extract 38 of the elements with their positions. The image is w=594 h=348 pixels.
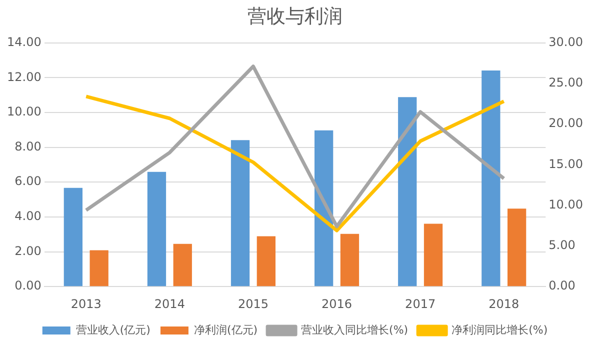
y2-tick-label: 30.00 (548, 34, 584, 49)
bar (256, 236, 276, 286)
bar (173, 244, 192, 286)
y2-tick-label: 25.00 (548, 76, 584, 90)
y-tick-label: 12.00 (6, 70, 42, 84)
y-tick-label: 6.00 (14, 174, 42, 188)
chart-title: 营收与利润 (248, 5, 342, 28)
y-tick-label: 0.00 (14, 278, 42, 293)
y2-tick-label: 10.00 (548, 197, 584, 212)
y-tick-label: 4.00 (14, 209, 42, 224)
bar (147, 172, 166, 286)
legend-label: 净利润同比增长(%) (452, 323, 548, 336)
y-tick-label: 14.00 (6, 34, 42, 49)
x-tick-label: 2014 (154, 296, 185, 311)
bar (508, 208, 526, 286)
legend-label: 净利润(亿元) (194, 323, 258, 336)
x-tick-label: 2013 (70, 296, 102, 311)
x-tick-label: 2018 (488, 296, 520, 311)
x-tick-label: 2015 (238, 296, 268, 311)
bar (424, 224, 443, 286)
y2-tick-label: 15.00 (548, 156, 584, 171)
bar (314, 130, 334, 286)
bar (90, 250, 108, 286)
legend-label: 营业收入同比增长(%) (301, 323, 408, 336)
y-tick-label: 2.00 (14, 244, 42, 258)
legend-label: 营业收入(亿元) (76, 323, 150, 336)
y-tick-label: 8.00 (14, 139, 42, 154)
bar (482, 70, 500, 286)
y2-tick-label: 5.00 (548, 238, 576, 252)
y2-tick-label: 20.00 (548, 116, 584, 130)
x-tick-label: 2016 (322, 296, 352, 311)
y-tick-label: 10.00 (6, 104, 42, 119)
y2-tick-label: 0.00 (548, 278, 576, 293)
bar (64, 188, 82, 286)
x-tick-label: 2017 (405, 296, 436, 311)
bar (398, 97, 417, 286)
bar (340, 234, 360, 286)
bar (230, 140, 250, 286)
